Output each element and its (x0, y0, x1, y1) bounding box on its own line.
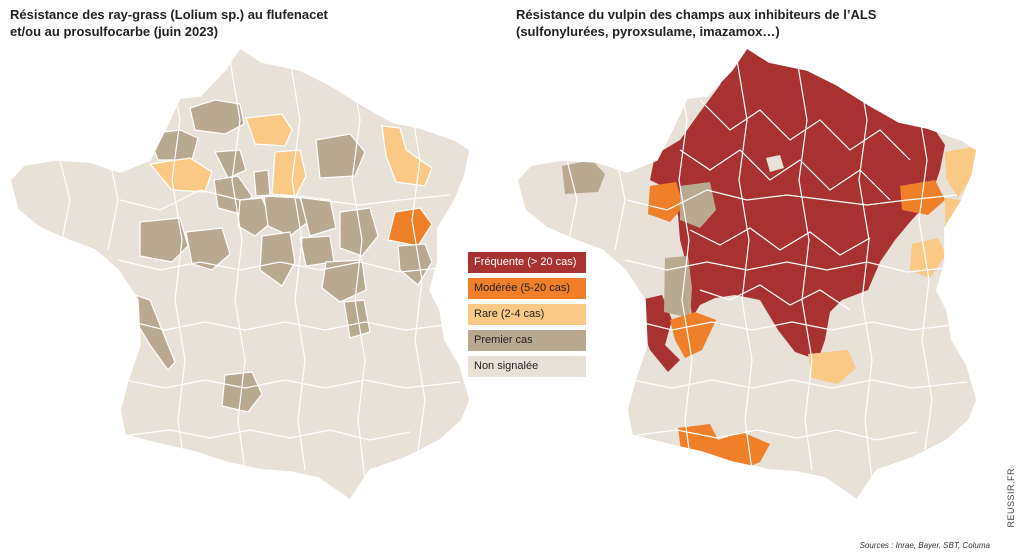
dept-premier-cas (321, 259, 367, 303)
dept-modere (648, 182, 684, 222)
dept-premier-cas (315, 133, 366, 179)
brand-watermark: REUSSIR.FR (1006, 468, 1016, 528)
map-left-departments (59, 59, 461, 481)
map-left-dept-grid (59, 59, 461, 481)
dept-rare (245, 113, 293, 147)
dept-premier-cas (221, 371, 263, 413)
dept-premier-cas (259, 231, 296, 287)
dept-modere (387, 207, 433, 247)
paris-non-signalee (766, 155, 784, 172)
dept-premier-cas (189, 99, 245, 135)
dept-premier-cas (718, 465, 760, 498)
dept-rare (148, 157, 213, 193)
dept-rare (910, 238, 946, 278)
dept-premier-cas (263, 195, 309, 237)
map-right-dept-grid (566, 59, 968, 481)
dept-premier-cas (397, 243, 433, 286)
legend-item-rare: Rare (2-4 cas) (468, 304, 586, 325)
legend-item-frequente: Fréquente (> 20 cas) (468, 252, 586, 273)
map-title-left-line2: et/ou au prosulfocarbe (juin 2023) (10, 24, 219, 39)
legend: Fréquente (> 20 cas) Modérée (5-20 cas) … (468, 252, 586, 382)
dept-rare (381, 125, 433, 187)
map-title-left-line1: Résistance des ray-grass (Lolium sp.) au… (10, 7, 328, 22)
source-note: Sources : Inrae, Bayer, SBT, Columa (859, 541, 990, 550)
map-title-right-line2: (sulfonylurées, pyroxsulame, imazamox…) (516, 24, 780, 39)
frequent-zone (650, 48, 945, 360)
dept-rare (945, 146, 977, 198)
dept-premier-cas (680, 182, 716, 228)
dept-premier-cas (237, 197, 273, 237)
map-title-right: Résistance du vulpin des champs aux inhi… (516, 6, 936, 40)
legend-item-premier-cas: Premier cas (468, 330, 586, 351)
dept-premier-cas (562, 160, 605, 194)
dept-rare (808, 350, 856, 384)
dept-premier-cas (214, 149, 247, 179)
dept-premier-cas (339, 207, 379, 257)
map-right (516, 46, 978, 502)
dept-premier-cas (299, 195, 337, 237)
map-title-left: Résistance des ray-grass (Lolium sp.) au… (10, 6, 370, 40)
legend-item-non-signalee: Non signalée (468, 356, 586, 377)
frequent-zone-coast (638, 295, 680, 372)
dept-premier-cas (185, 227, 231, 271)
map-right-departments (562, 48, 977, 498)
dept-premier-cas (253, 169, 271, 197)
legend-item-moderee: Modérée (5-20 cas) (468, 278, 586, 299)
map-title-right-line1: Résistance du vulpin des champs aux inhi… (516, 7, 877, 22)
map-left (9, 46, 471, 502)
